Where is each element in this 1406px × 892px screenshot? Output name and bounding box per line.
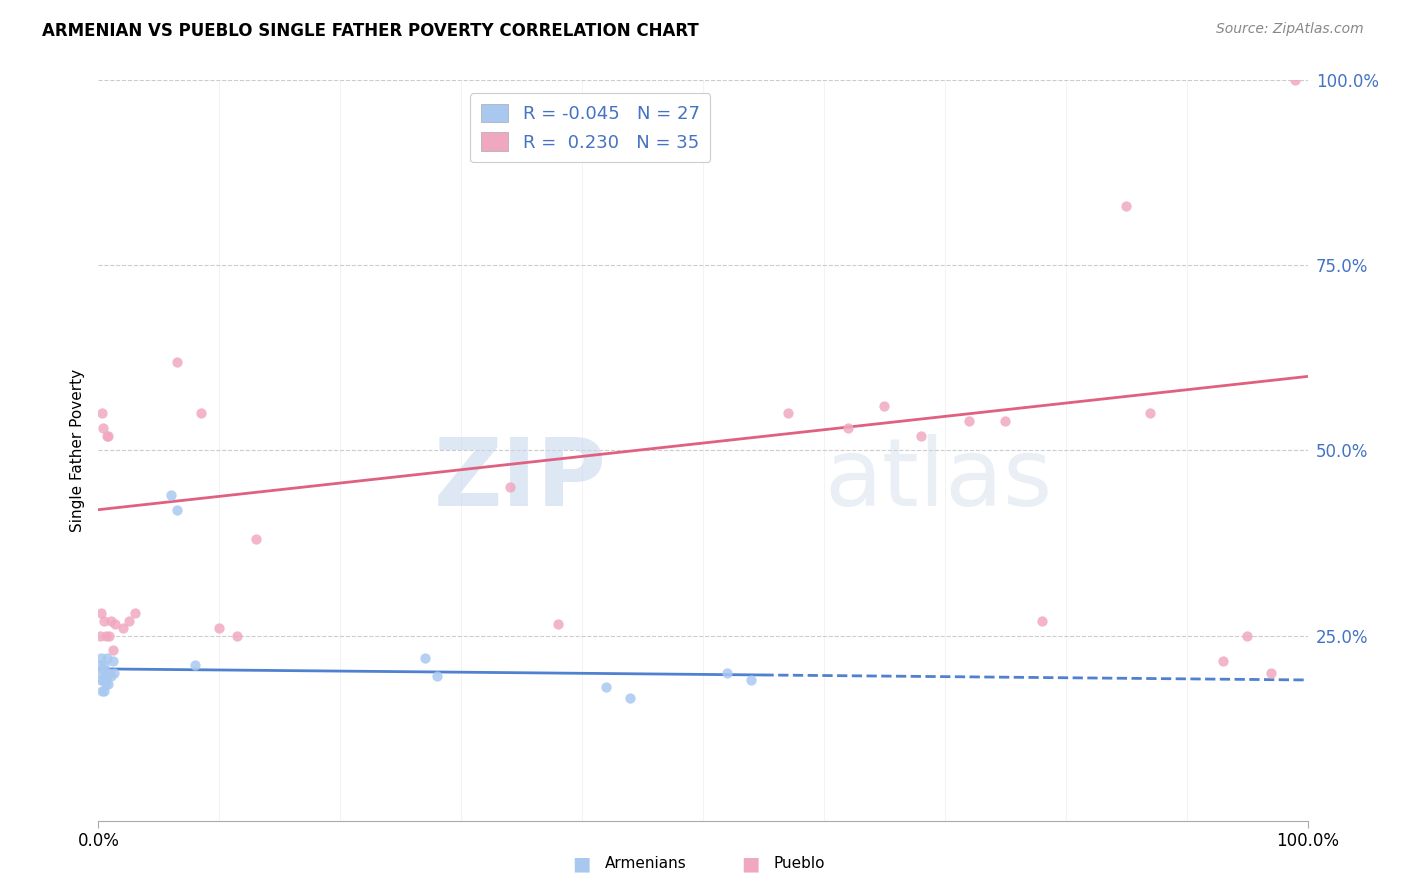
Point [957,414,980,428]
Text: Pueblo: Pueblo [773,856,825,871]
Point [160,488,183,502]
Point [91,673,114,687]
Point [93,614,115,628]
Text: atlas: atlas [824,434,1052,526]
Point [1236,628,1258,642]
Point [91,421,114,435]
Point [101,655,124,669]
Point [1031,614,1053,628]
Point [90,650,112,665]
Point [245,533,267,547]
Text: Armenians: Armenians [605,856,686,871]
Point [776,407,799,421]
Point [426,669,449,683]
Point [96,650,118,665]
Point [413,650,436,665]
Text: ■: ■ [741,854,759,873]
Text: ■: ■ [572,854,591,873]
Point [498,480,520,494]
Point [1284,73,1306,87]
Point [595,681,617,695]
Point [101,643,124,657]
Point [547,617,569,632]
Point [184,658,207,673]
Point [89,628,111,642]
Point [994,414,1017,428]
Point [98,665,121,680]
Point [100,614,122,628]
Point [100,669,122,683]
Point [97,676,120,690]
Point [208,621,231,635]
Point [93,658,115,673]
Point [1212,655,1234,669]
Point [91,665,114,680]
Point [96,428,118,442]
Y-axis label: Single Father Poverty: Single Father Poverty [69,369,84,532]
Point [124,607,146,621]
Point [118,614,141,628]
Point [97,428,120,442]
Point [91,684,114,698]
Point [111,621,134,635]
Point [96,669,118,683]
Point [103,665,125,680]
Point [104,617,127,632]
Point [910,428,932,442]
Point [98,628,121,642]
Point [619,691,641,706]
Point [94,676,117,690]
Point [1260,665,1282,680]
Point [94,669,117,683]
Point [190,407,212,421]
Point [716,665,738,680]
Point [1139,407,1161,421]
Text: ZIP: ZIP [433,434,606,526]
Point [873,399,896,413]
Text: ARMENIAN VS PUEBLO SINGLE FATHER POVERTY CORRELATION CHART: ARMENIAN VS PUEBLO SINGLE FATHER POVERTY… [42,22,699,40]
Point [837,421,859,435]
Point [226,628,249,642]
Point [89,658,111,673]
Legend: R = -0.045   N = 27, R =  0.230   N = 35: R = -0.045 N = 27, R = 0.230 N = 35 [470,93,710,162]
Text: Source: ZipAtlas.com: Source: ZipAtlas.com [1216,22,1364,37]
Point [90,673,112,687]
Point [93,684,115,698]
Point [91,407,114,421]
Point [91,662,114,676]
Point [90,607,112,621]
Point [166,354,188,368]
Point [94,628,117,642]
Point [166,502,188,516]
Point [1115,199,1137,213]
Point [740,673,762,687]
